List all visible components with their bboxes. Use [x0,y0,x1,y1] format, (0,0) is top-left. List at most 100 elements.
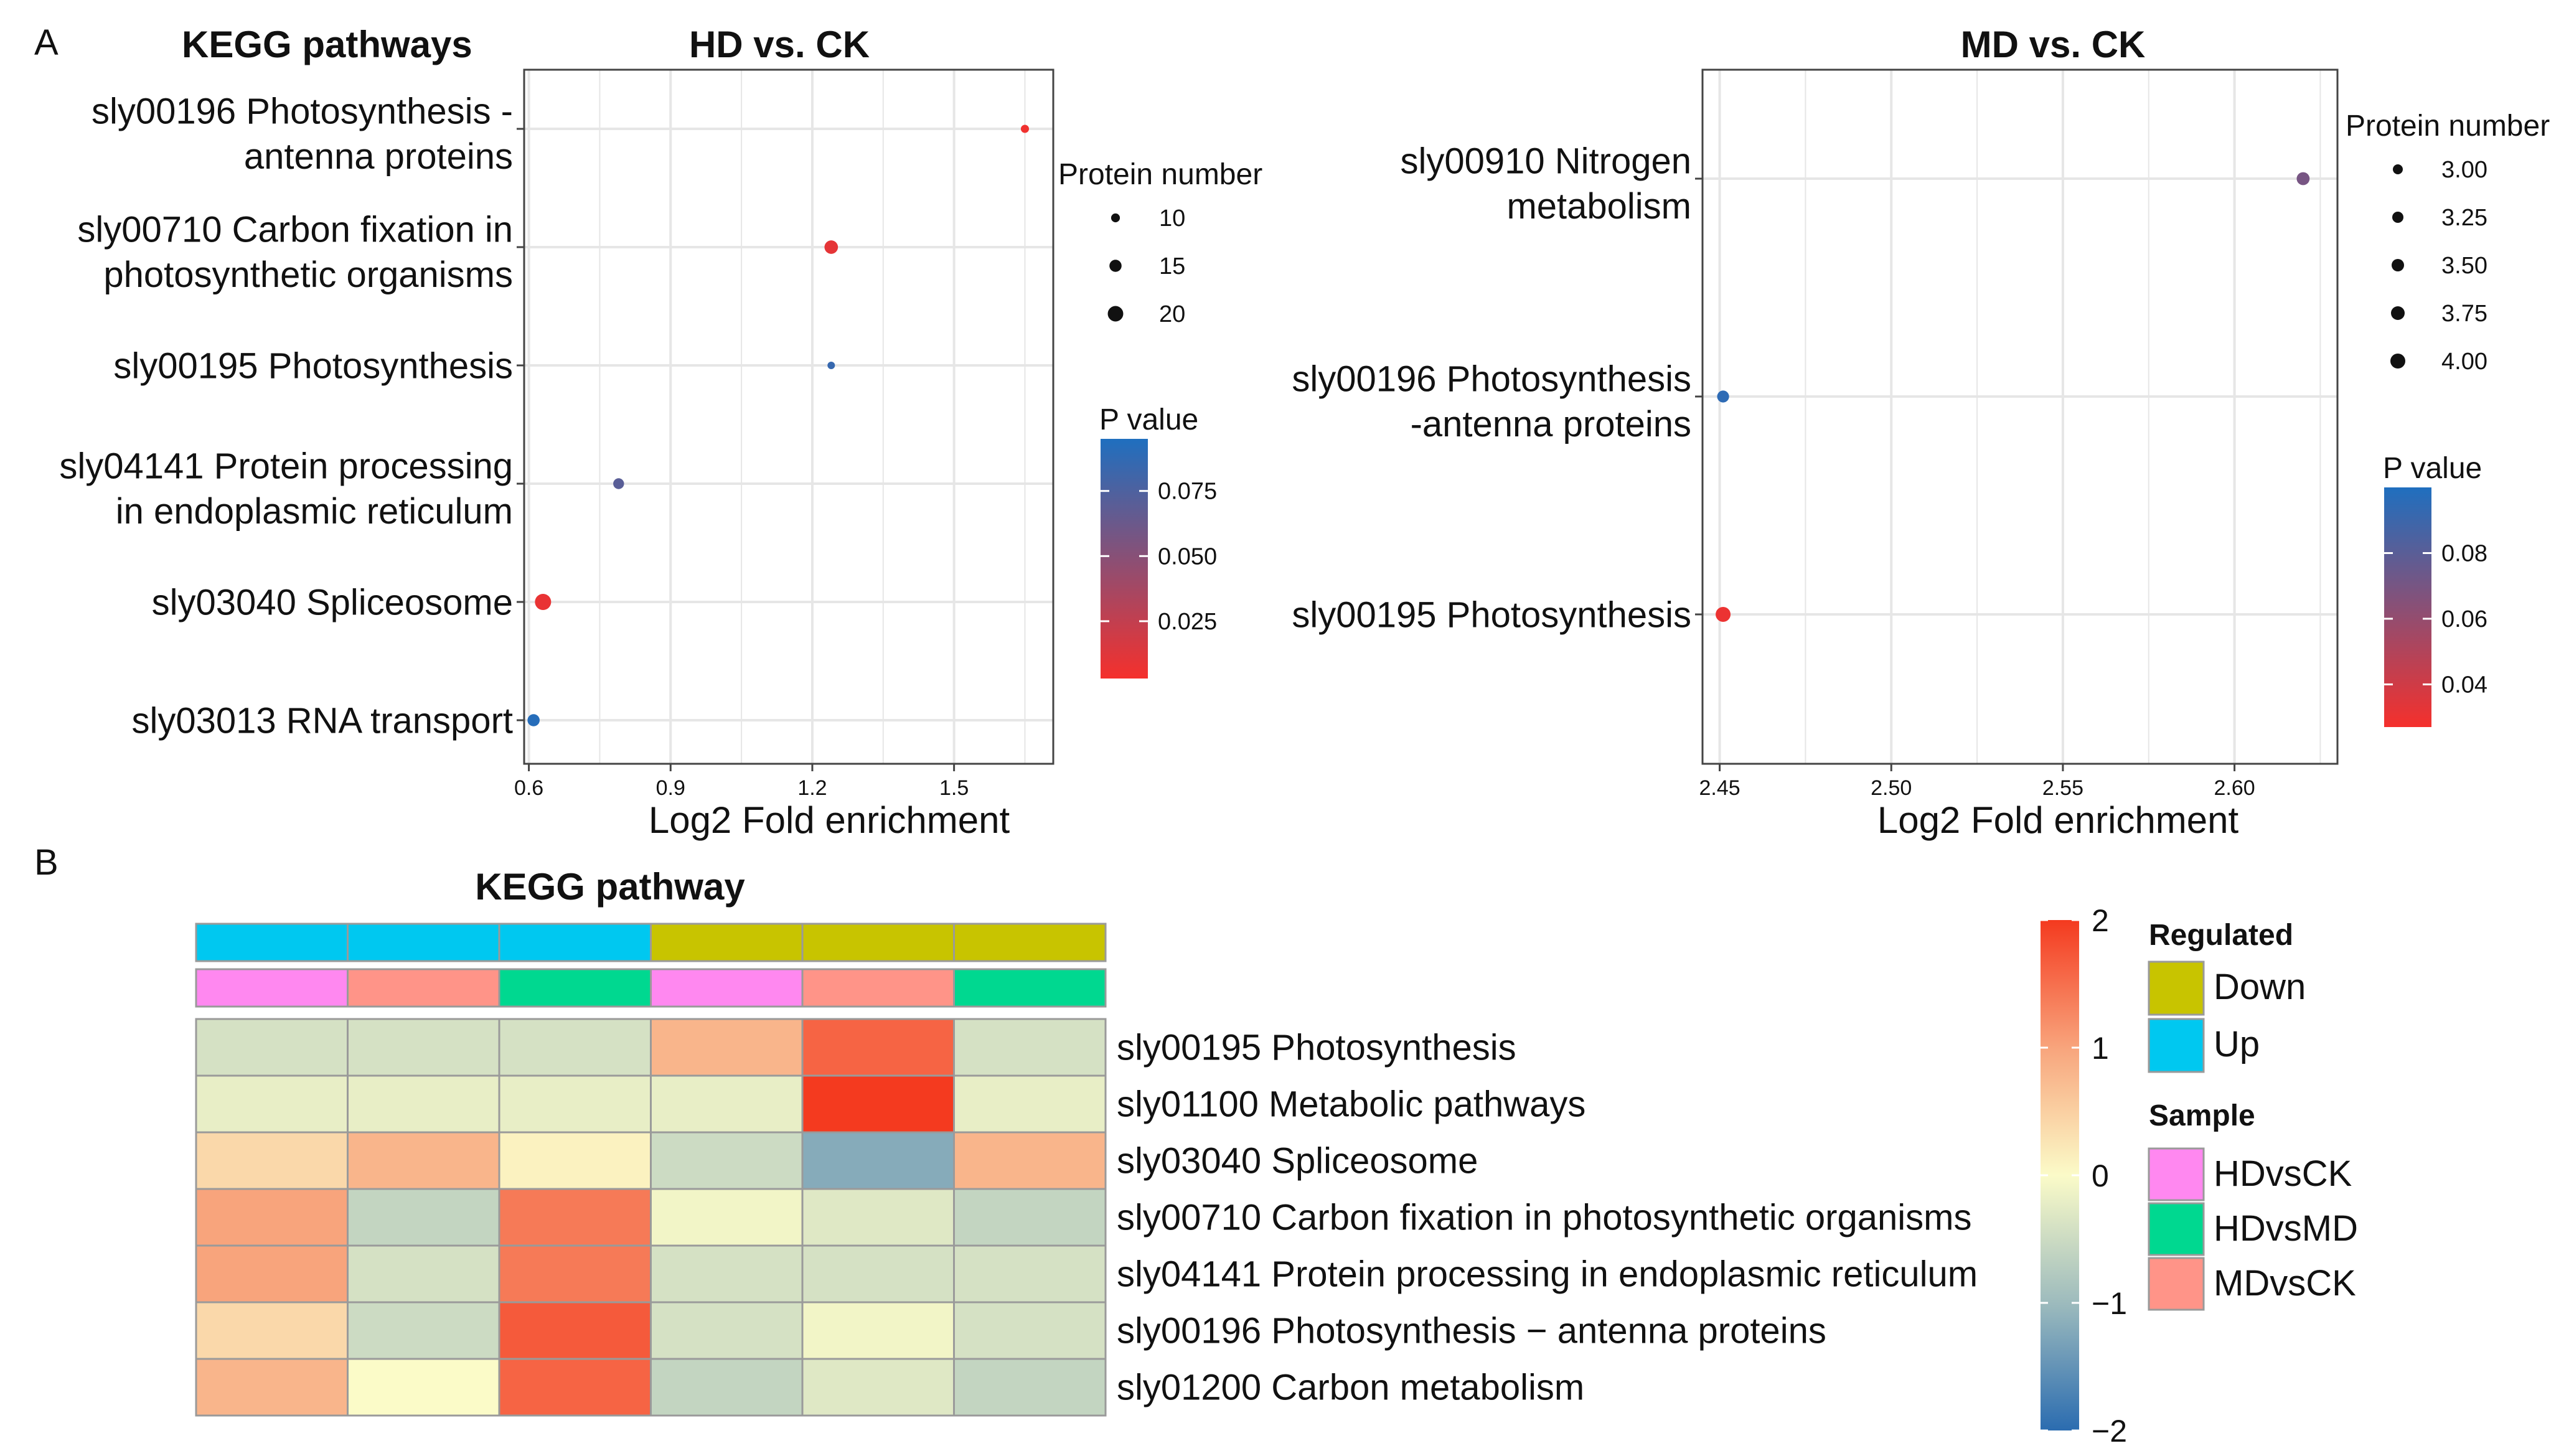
chart-a2-points [1716,172,2310,622]
heatmap-cell [347,1018,500,1077]
chart-a2-y-label: sly00195 Photosynthesis [1292,594,1691,635]
chart-a1-y-label-line: sly00710 Carbon fixation in [77,209,513,250]
heatmap-cell [195,1301,349,1360]
panel-label-a: A [34,22,59,63]
heatmap-colorbar-label: 1 [2092,1031,2109,1066]
heatmap-cell [498,1244,652,1303]
chart-a2-y-label-line: -antenna proteins [1411,404,1691,444]
heatmap-annot-regulated-cell [195,923,349,962]
chart-a1-frame [523,68,1054,765]
heatmap-cell [195,1074,349,1134]
chart-a2-color-legend: P value 0.08 0.06 0.04 [2383,452,2487,727]
heatmap-cell [650,1018,804,1077]
chart-a1-y-label: sly03040 Spliceosome [152,582,513,622]
chart-a2-y-label-line: sly00195 Photosynthesis [1292,594,1691,635]
chart-a2-size-legend-label: 3.25 [2441,205,2487,231]
heatmap-cell [953,1301,1107,1360]
heatmap-colorbar-ticks: 2 1 0 −1 −2 [2041,903,2127,1449]
chart-a1-y-labels: sly00196 Photosynthesis - antenna protein… [59,91,524,741]
heatmap-annot-regulated-cell [801,923,955,962]
chart-a1-x-tick-label: 0.6 [514,776,543,800]
heatmap-annot-regulated-cell [498,923,652,962]
chart-a2-size-legend-dot [2392,259,2404,271]
heatmap-colorbar-label: −1 [2092,1286,2127,1321]
chart-a1-x-tick-label: 0.9 [656,776,685,800]
chart-a1-size-legend-dot [1107,306,1124,322]
legend-sample-items: HDvsCK HDvsMD MDvsCK [2148,1147,2358,1311]
chart-a2-size-legend-dot [2390,354,2405,369]
chart-a2-xlabel: Log2 Fold enrichment [1877,799,2239,841]
heatmap-annot-regulated-cell [953,923,1107,962]
chart-a2-color-legend-ticks: 0.08 0.06 0.04 [2384,540,2487,698]
heatmap-cell [498,1131,652,1190]
legend-regulated-items: Down Up [2148,960,2306,1073]
chart-a2-y-label: sly00196 Photosynthesis -antenna proteins [1292,359,1691,444]
heatmap-row-label: sly04141 Protein processing in endoplasm… [1117,1254,1978,1295]
chart-a1-size-legend-dot [1109,260,1122,272]
chart-a1-size-legend-title: Protein number [1058,158,1262,191]
legend-sample-label: HDvsMD [2214,1208,2358,1249]
heatmap-colorbar-label: −2 [2092,1414,2127,1449]
chart-a1-colorbar-label: 0.075 [1158,479,1217,505]
heatmap-colorbar: 2 1 0 −1 −2 [2041,903,2127,1449]
chart-a2-size-legend-dot [2392,212,2403,223]
heatmap-cell [347,1358,500,1417]
chart-a2-size-legend-label: 3.00 [2441,157,2487,183]
chart-a2-y-label-line: sly00196 Photosynthesis [1292,359,1691,399]
chart-a1-point [1020,124,1030,133]
chart-a1-title: HD vs. CK [689,24,870,65]
chart-a1-points [527,124,1030,726]
chart-a1-y-label-line: in endoplasmic reticulum [116,491,513,532]
chart-a2-y-label: sly00910 Nitrogen metabolism [1400,141,1691,227]
heatmap-cell [801,1244,955,1303]
chart-a1-size-legend-items: 10 15 20 [1107,205,1185,327]
chart-a1-y-label-line: sly00195 Photosynthesis [113,345,513,386]
heatmap-cell [801,1188,955,1247]
chart-a1-colorbar [1101,439,1148,679]
chart-a1-y-label-line: sly04141 Protein processing [59,446,513,486]
heatmap-cell [953,1131,1107,1190]
heatmap-cell [498,1301,652,1360]
heatmap-cell [347,1074,500,1134]
heatmap-title: KEGG pathway [475,866,745,908]
heatmap-cell [650,1074,804,1134]
chart-a1-colorbar-label: 0.025 [1158,609,1217,635]
heatmap-cell [953,1244,1107,1303]
heatmap-row-labels: sly00195 Photosynthesis sly01100 Metaboli… [1117,1028,1978,1408]
heatmap-cell [195,1358,349,1417]
chart-a1-y-label-line: antenna proteins [244,136,513,177]
legend-sample-title: Sample [2149,1099,2255,1132]
heatmap-cell [347,1301,500,1360]
chart-a2-colorbar [2384,487,2431,727]
heatmap-cell [801,1018,955,1077]
legend-regulated-label: Down [2214,967,2306,1007]
heatmap-cell [953,1188,1107,1247]
heatmap-cell [953,1018,1107,1077]
chart-a1-size-legend-label: 20 [1159,301,1185,327]
heatmap-cells [195,1018,1107,1417]
chart-a1-y-label: sly04141 Protein processing in endoplasmi… [59,446,513,532]
chart-a2-x-ticks: 2.45 2.50 2.55 2.60 [1699,764,2255,800]
heatmap-cell [650,1301,804,1360]
chart-a1: sly00196 Photosynthesis - antenna protein… [59,68,1262,841]
chart-a1-grid [524,70,1053,764]
chart-a2-x-tick-label: 2.60 [2214,776,2255,800]
chart-a1-color-legend: P value 0.075 0.050 0.025 [1099,403,1217,679]
legend-regulated-swatch [2148,1018,2205,1073]
chart-a1-size-legend-label: 10 [1159,205,1185,232]
legend-regulated-title: Regulated [2149,919,2293,952]
heatmap-row-label: sly03040 Spliceosome [1117,1141,1478,1181]
chart-a2-size-legend-label: 3.50 [2441,253,2487,279]
heatmap-cell [801,1131,955,1190]
heatmap-annot-regulated-cell [650,923,804,962]
chart-a1-y-label: sly00710 Carbon fixation in photosyntheti… [77,209,513,295]
chart-a2-color-legend-title: P value [2383,452,2482,485]
heatmap-annot-sample-cell [801,968,955,1008]
heatmap-annot-sample-cell [953,968,1107,1008]
chart-a2-y-label-line: metabolism [1506,186,1691,227]
heatmap-annot-sample-cell [498,968,652,1008]
chart-a2-size-legend: Protein number 3.00 3.25 3.50 3.75 4.00 [2346,110,2550,375]
chart-a2-x-tick-label: 2.50 [1871,776,1912,800]
chart-a1-point [527,714,540,726]
heatmap-cell [801,1301,955,1360]
